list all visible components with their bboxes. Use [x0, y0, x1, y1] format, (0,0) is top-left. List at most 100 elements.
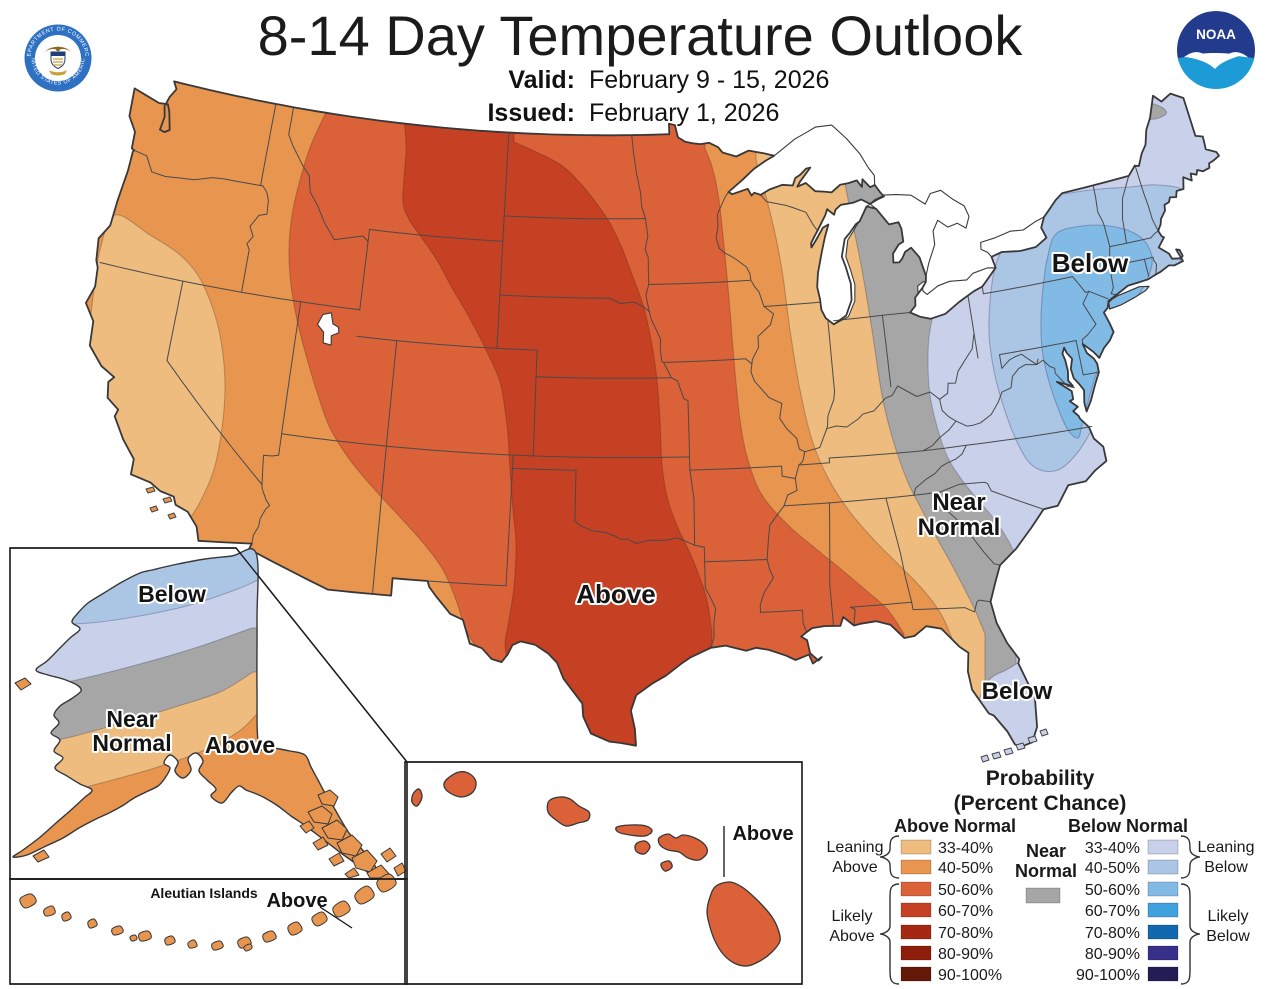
legend-swatch-below-90-100% — [1147, 966, 1179, 982]
legend-leaning-above-1: Leaning — [827, 839, 884, 856]
aleutian-island-7 — [187, 939, 198, 949]
doc-shield-chief — [51, 52, 65, 56]
legend-leaning-below-1: Leaning — [1198, 839, 1255, 856]
issued-value: February 1, 2026 — [589, 99, 780, 127]
great-salt-lake — [316, 312, 340, 346]
label-near-east: Near — [932, 489, 985, 516]
label-above-hawaii: Above — [732, 823, 793, 845]
state-border-20 — [574, 520, 696, 546]
alaska-island-5 — [336, 834, 363, 857]
state-border-68 — [1122, 175, 1130, 244]
legend-near-normal-label: Normal — [1015, 861, 1077, 881]
state-border-16 — [505, 454, 514, 587]
state-border-67 — [1092, 184, 1118, 297]
alaska-island-2 — [317, 789, 339, 807]
long-island-coast — [1108, 285, 1150, 310]
label-below-northeast: Below — [1052, 248, 1129, 278]
state-border-10 — [356, 335, 538, 351]
legend-likely-below-2: Below — [1206, 928, 1250, 945]
label-aleutian-islands: Aleutian Islands — [150, 885, 258, 901]
state-border-23 — [535, 376, 672, 379]
legend-swatch-above-60-70% — [900, 902, 932, 918]
state-border-52 — [913, 444, 967, 496]
aleutian-island-12 — [311, 911, 328, 927]
state-border-15 — [372, 445, 387, 595]
doc-shield — [50, 51, 66, 70]
state-border-6 — [251, 484, 271, 545]
state-border-40 — [759, 478, 798, 613]
channel-island-3 — [167, 512, 177, 520]
state-border-49 — [850, 606, 856, 626]
alaska-island-3 — [307, 805, 333, 825]
legend-label-below-90-100%: 90-100% — [1076, 967, 1140, 984]
alaska-island-1 — [32, 849, 50, 863]
state-border-29 — [760, 194, 818, 232]
legend-likely-above-1: Likely — [832, 908, 873, 925]
state-border-57 — [1001, 353, 1075, 389]
legend-swatch-near-normal — [1025, 887, 1061, 904]
state-border-60 — [881, 314, 892, 388]
alaska-island-4 — [321, 819, 348, 841]
label-below-alaska: Below — [138, 581, 206, 607]
state-border-56 — [955, 358, 1039, 427]
state-border-30 — [648, 279, 752, 285]
state-border-32 — [663, 358, 753, 365]
florida-key-0 — [1039, 728, 1049, 737]
hawaii-maui — [657, 833, 709, 861]
valid-value: February 9 - 15, 2026 — [589, 66, 830, 94]
state-border-0 — [133, 149, 264, 187]
alaska-island-12 — [380, 847, 397, 863]
state-border-3 — [99, 262, 302, 303]
aleutian-above-leader — [319, 906, 353, 929]
legend-label-above-33-40%: 33-40% — [938, 840, 993, 857]
state-border-17 — [427, 580, 507, 587]
state-border-5 — [261, 301, 302, 485]
legend-swatch-below-60-70% — [1147, 902, 1179, 918]
state-border-24 — [532, 349, 538, 457]
legend-above-normal-header: Above Normal — [894, 816, 1016, 836]
aleutian-island-14 — [354, 885, 375, 905]
state-border-47 — [885, 497, 913, 603]
legend-likely-above-2: Above — [829, 928, 874, 945]
florida-key-4 — [991, 751, 1002, 760]
alaska-island-10 — [328, 852, 345, 867]
state-border-50 — [935, 491, 1001, 566]
legend-swatch-below-80-90% — [1147, 945, 1179, 961]
aleutian-island-2 — [61, 911, 72, 922]
doc-base — [49, 70, 67, 76]
state-border-70 — [1134, 165, 1159, 232]
valid-label: Valid: — [508, 66, 575, 94]
state-border-63 — [982, 276, 1090, 295]
hawaii-big-island — [706, 881, 781, 967]
alaska-island-6 — [351, 849, 378, 873]
state-border-8 — [369, 228, 504, 242]
florida-key-1 — [1027, 735, 1038, 744]
state-border-22 — [663, 361, 690, 458]
state-border-11 — [385, 340, 398, 447]
state-border-25 — [499, 294, 650, 313]
channel-island-2 — [149, 505, 159, 513]
label-normal-alaska: Normal — [92, 730, 171, 756]
state-border-46 — [828, 502, 834, 626]
state-border-31 — [648, 311, 665, 363]
state-border-9 — [359, 228, 370, 311]
noaa-logo: NOAA — [1177, 11, 1255, 89]
legend-swatch-above-70-80% — [900, 924, 932, 940]
legend-below-normal-header: Below Normal — [1068, 816, 1188, 836]
state-border-66 — [1075, 340, 1100, 376]
legend-label-above-40-50%: 40-50% — [938, 860, 993, 877]
label-above-aleutian: Above — [266, 890, 327, 912]
hawaii-molokai — [615, 824, 653, 837]
hawaii-lanai — [634, 840, 651, 855]
aleutian-island-13 — [332, 900, 351, 918]
state-border-59 — [967, 295, 979, 359]
brace-leaning-below — [1180, 835, 1200, 879]
legend-swatch-below-40-50% — [1147, 859, 1179, 875]
valid-line: Valid: February 9 - 15, 2026 — [230, 66, 1130, 95]
legend-subtitle: (Percent Chance) — [954, 792, 1127, 815]
state-border-37 — [804, 332, 975, 453]
state-border-18 — [512, 467, 577, 471]
state-border-73 — [1152, 256, 1157, 275]
legend-near-normal-label: Near — [1026, 841, 1066, 861]
page-title: 8-14 Day Temperature Outlook — [257, 4, 1023, 67]
